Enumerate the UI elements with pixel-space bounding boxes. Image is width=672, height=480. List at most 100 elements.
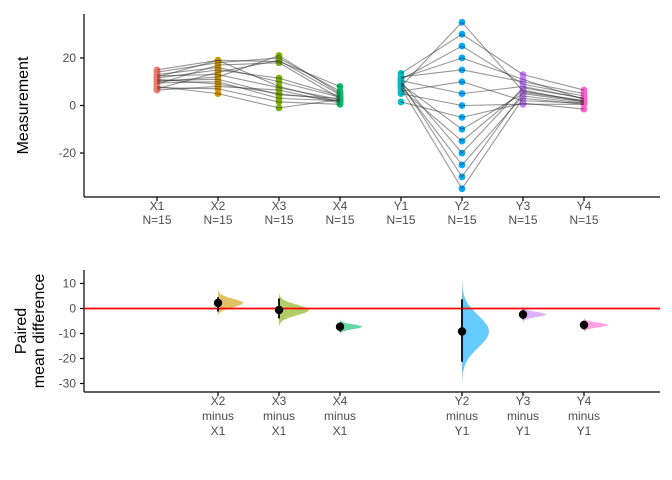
mean-diff-dot-X4 (335, 322, 345, 331)
pair-line (461, 57, 524, 80)
pair-line (217, 74, 280, 89)
pair-line (522, 102, 585, 110)
group-label: X3 (272, 199, 287, 213)
pair-line (461, 85, 524, 95)
pair-line (278, 97, 341, 102)
pair-line (156, 66, 219, 76)
pair-line (522, 95, 585, 104)
pair-line (400, 69, 463, 78)
top-y-tick-label: 0 (69, 99, 76, 113)
group-label: Y3 (516, 199, 531, 213)
group-n-label: N=15 (508, 213, 537, 227)
pair-line (461, 81, 524, 102)
pair-line (217, 81, 280, 99)
pair-line (522, 93, 585, 103)
contrast-label-line: Y3 (516, 394, 531, 408)
bottom-y-axis-title-line2: mean difference (31, 274, 48, 389)
pair-line (217, 57, 280, 64)
contrast-label-line: minus (202, 409, 234, 423)
pair-line (522, 78, 585, 101)
bottom-y-tick-label: 0 (69, 302, 76, 316)
pair-line (156, 69, 219, 79)
pair-line (461, 93, 524, 130)
pair-line (400, 81, 463, 92)
pair-line (461, 92, 524, 178)
mean-diff-dot-X2 (213, 298, 223, 308)
pair-line (522, 100, 585, 104)
violin-Y2 (462, 278, 489, 385)
pair-line (461, 103, 524, 107)
contrast-label-line: minus (568, 409, 600, 423)
pair-line (461, 98, 524, 190)
contrast-label-line: X1 (272, 424, 287, 438)
group-label: X2 (211, 199, 226, 213)
pair-line (156, 87, 219, 90)
pair-line (461, 21, 524, 92)
bottom-y-tick-label: -20 (59, 352, 77, 366)
contrast-label-line: X1 (333, 424, 348, 438)
top-datapoints-layer (153, 18, 588, 193)
contrast-label-line: Y2 (455, 394, 470, 408)
group-n-label: N=15 (325, 213, 354, 227)
group-n-label: N=15 (386, 213, 415, 227)
pair-line (522, 97, 585, 105)
pair-line (217, 66, 280, 83)
contrast-label-line: Y1 (455, 424, 470, 438)
pair-line (522, 89, 585, 103)
pair-line (278, 77, 341, 97)
contrast-label-line: X2 (211, 394, 226, 408)
contrast-label-line: X4 (333, 394, 348, 408)
contrast-label-line: minus (446, 409, 478, 423)
group-n-label: N=15 (264, 213, 293, 227)
pair-line (461, 69, 524, 83)
pair-line (217, 59, 280, 63)
pair-line (400, 80, 463, 95)
pair-line (156, 78, 219, 82)
pair-line (522, 81, 585, 95)
pair-line (278, 94, 341, 99)
pair-line (156, 59, 219, 78)
pair-lines-layer (156, 21, 585, 190)
group-label: X4 (333, 199, 348, 213)
contrast-label-line: minus (324, 409, 356, 423)
mean-diff-dot-Y4 (579, 320, 589, 330)
mean-diff-dot-Y3 (518, 310, 528, 319)
top-y-tick-label: 20 (63, 51, 77, 65)
group-n-label: N=15 (203, 213, 232, 227)
pair-line (217, 59, 280, 87)
pair-line (156, 62, 219, 73)
datapoint-Y2 (458, 42, 466, 50)
group-label: Y1 (394, 199, 409, 213)
pair-line (278, 101, 341, 105)
group-label: Y4 (577, 199, 592, 213)
group-label: Y2 (455, 199, 470, 213)
bottom-y-axis-title-line1: Paired (13, 308, 30, 354)
bottom-y-tick-label: 10 (63, 277, 77, 291)
top-y-tick-label: -20 (59, 146, 77, 160)
pair-line (461, 89, 524, 142)
pair-line (156, 76, 219, 83)
group-label: X1 (150, 199, 165, 213)
pair-line (400, 87, 463, 189)
pair-line (400, 93, 463, 107)
violin-Y3 (523, 306, 546, 323)
pair-line (400, 81, 463, 154)
violins-layer (218, 278, 608, 385)
contrast-label-line: Y1 (577, 424, 592, 438)
pair-line (278, 85, 341, 103)
pair-line (278, 61, 341, 87)
mean-diff-dot-Y2 (457, 327, 467, 336)
contrast-label-line: X3 (272, 394, 287, 408)
pair-line (461, 95, 524, 166)
group-n-label: N=15 (569, 213, 598, 227)
contrast-label-line: Y4 (577, 394, 592, 408)
group-n-label: N=15 (447, 213, 476, 227)
pair-line (156, 74, 219, 77)
pair-line (400, 45, 463, 80)
pair-line (156, 59, 219, 71)
pair-line (400, 33, 463, 74)
contrast-label-line: X1 (211, 424, 226, 438)
pair-line (400, 57, 463, 79)
